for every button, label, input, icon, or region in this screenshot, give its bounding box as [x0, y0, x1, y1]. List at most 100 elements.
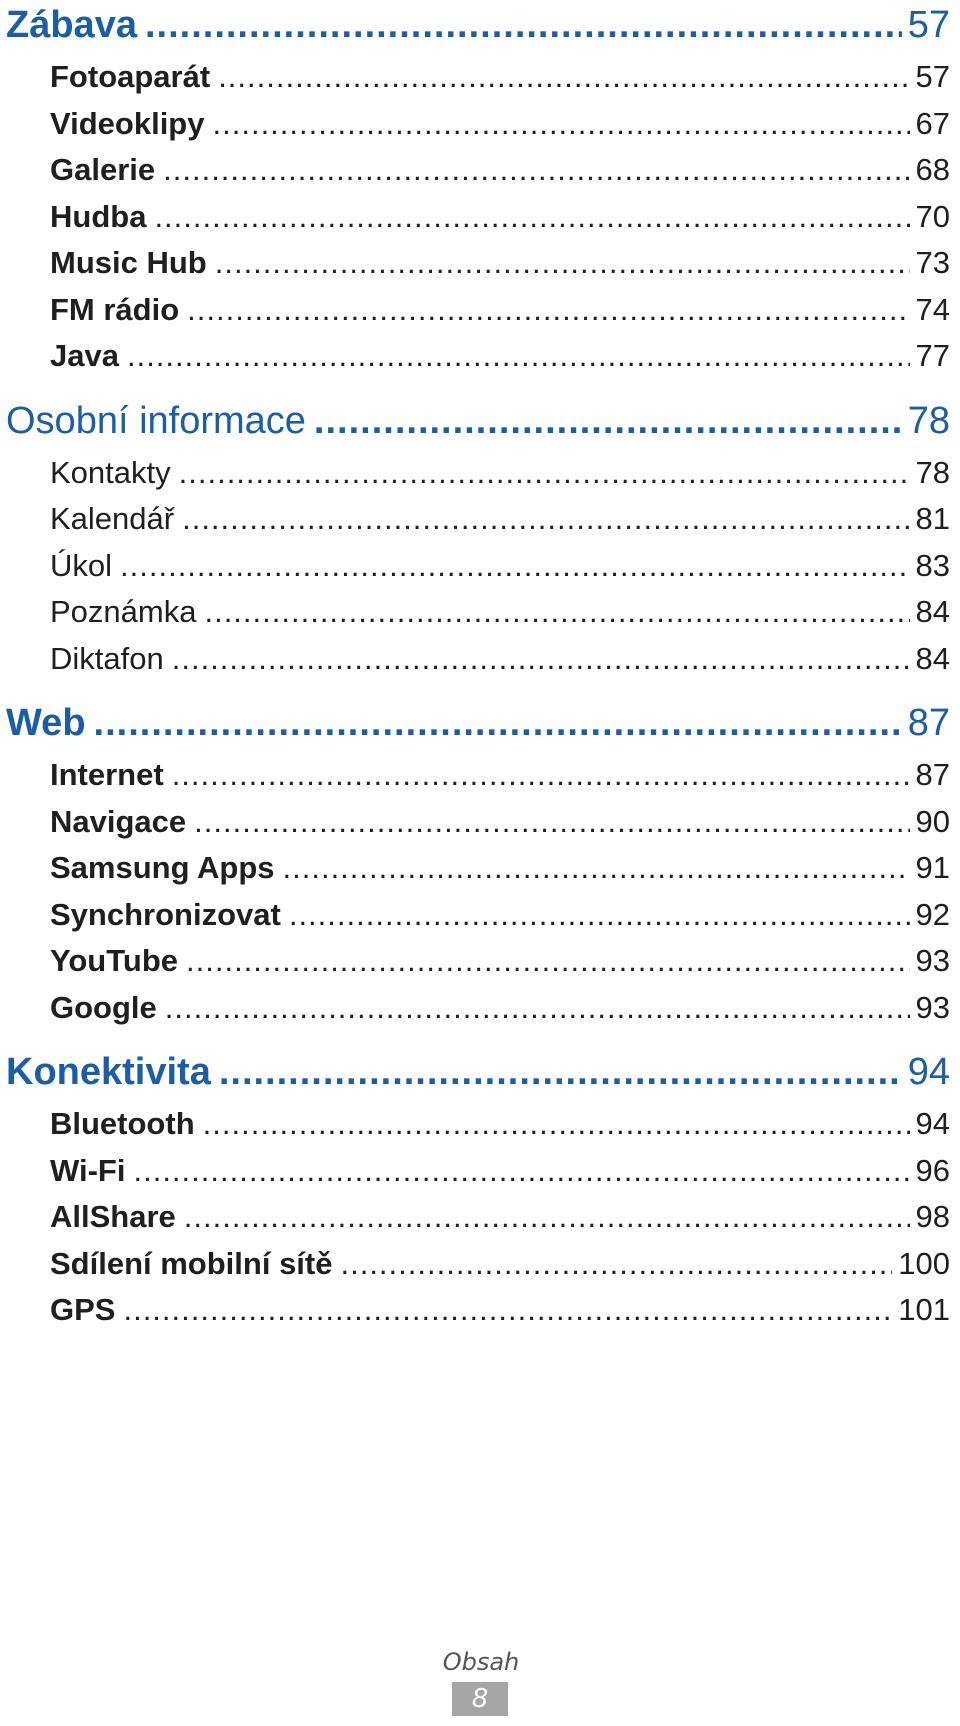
toc-section-heading[interactable]: Konektivita 94: [0, 1047, 960, 1097]
dot-leader: [184, 1194, 910, 1241]
entry-page-number: 96: [915, 1152, 950, 1188]
dot-leader: [172, 752, 910, 799]
dot-leader: [154, 194, 909, 241]
dot-leader: [182, 496, 909, 543]
toc-entry[interactable]: Úkol 83: [0, 543, 960, 590]
table-of-contents: Zábava 57 Fotoaparát 57 Videoklipy 67 Ga…: [0, 0, 960, 1334]
entry-title: Bluetooth: [50, 1106, 195, 1141]
entry-page-number: 77: [915, 338, 950, 373]
toc-entry[interactable]: Kontakty 78: [0, 450, 960, 497]
dot-leader: [127, 333, 910, 380]
entry-page-number: 57: [915, 59, 950, 94]
toc-entry[interactable]: Bluetooth 94: [0, 1101, 960, 1148]
dot-leader: [145, 0, 902, 50]
entry-page-number: 78: [915, 454, 950, 490]
entry-title: Sdílení mobilní sítě: [50, 1245, 333, 1281]
dot-leader: [133, 1148, 909, 1195]
entry-page-number: 83: [915, 547, 950, 583]
entry-title: Úkol: [50, 547, 113, 583]
page-footer: Obsah 8: [0, 1648, 960, 1716]
toc-section: Web 87 Internet 87 Navigace 90 Samsung A…: [0, 698, 960, 1031]
entry-page-number: 93: [915, 989, 950, 1025]
dot-leader: [163, 147, 909, 194]
entry-page-number: 101: [898, 1292, 950, 1327]
footer-page-number: 8: [452, 1682, 508, 1716]
dot-leader: [187, 287, 909, 334]
toc-entry[interactable]: Poznámka 84: [0, 589, 960, 636]
toc-section: Osobní informace 78 Kontakty 78 Kalendář…: [0, 396, 960, 683]
dot-leader: [213, 101, 910, 148]
toc-entry[interactable]: Galerie 68: [0, 147, 960, 194]
entry-title: Google: [50, 989, 157, 1025]
section-page-number: 94: [907, 1051, 950, 1093]
toc-entry[interactable]: Google 93: [0, 985, 960, 1032]
entry-title: Fotoaparát: [50, 59, 211, 94]
entry-page-number: 73: [915, 245, 950, 280]
toc-section: Zábava 57 Fotoaparát 57 Videoklipy 67 Ga…: [0, 0, 960, 380]
entry-title: Navigace: [50, 803, 187, 839]
dot-leader: [314, 396, 902, 446]
dot-leader: [186, 938, 910, 985]
section-page-number: 78: [907, 399, 950, 442]
toc-section-heading[interactable]: Web 87: [0, 698, 960, 748]
entry-title: Galerie: [50, 152, 156, 187]
toc-entry[interactable]: Sdílení mobilní sítě 100: [0, 1241, 960, 1288]
toc-entry[interactable]: FM rádio 74: [0, 287, 960, 334]
entry-title: Internet: [50, 757, 164, 792]
entry-title: Diktafon: [50, 640, 164, 676]
entry-page-number: 84: [915, 594, 950, 629]
toc-entry[interactable]: Music Hub 73: [0, 240, 960, 287]
entry-page-number: 81: [915, 501, 950, 536]
toc-entry[interactable]: Navigace 90: [0, 799, 960, 846]
entry-title: GPS: [50, 1292, 116, 1327]
dot-leader: [203, 1101, 910, 1148]
section-title: Konektivita: [6, 1051, 211, 1093]
entry-title: YouTube: [50, 943, 178, 978]
toc-entry[interactable]: Videoklipy 67: [0, 101, 960, 148]
entry-page-number: 98: [915, 1199, 950, 1234]
entry-page-number: 90: [915, 803, 950, 839]
entry-title: Samsung Apps: [50, 850, 275, 885]
dot-leader: [204, 589, 909, 636]
entry-page-number: 87: [915, 757, 950, 792]
entry-page-number: 67: [915, 105, 950, 141]
entry-title: Java: [50, 338, 119, 373]
section-page-number: 87: [907, 702, 950, 744]
dot-leader: [179, 450, 910, 497]
dot-leader: [172, 636, 910, 683]
entry-page-number: 100: [898, 1245, 950, 1281]
dot-leader: [215, 240, 910, 287]
section-page-number: 57: [907, 4, 950, 46]
dot-leader: [120, 543, 910, 590]
toc-entry[interactable]: Samsung Apps 91: [0, 845, 960, 892]
entry-page-number: 93: [915, 943, 950, 978]
toc-entry[interactable]: Fotoaparát 57: [0, 54, 960, 101]
entry-page-number: 91: [915, 850, 950, 885]
toc-entry[interactable]: YouTube 93: [0, 938, 960, 985]
toc-entry[interactable]: Synchronizovat 92: [0, 892, 960, 939]
entry-page-number: 74: [915, 291, 950, 327]
toc-section: Konektivita 94 Bluetooth 94 Wi-Fi 96 All…: [0, 1047, 960, 1334]
entry-page-number: 92: [915, 896, 950, 932]
dot-leader: [94, 698, 902, 748]
section-title: Zábava: [6, 4, 137, 46]
toc-entry[interactable]: Internet 87: [0, 752, 960, 799]
entry-title: Kontakty: [50, 454, 171, 490]
toc-entry[interactable]: GPS 101: [0, 1287, 960, 1334]
toc-entry[interactable]: Wi-Fi 96: [0, 1148, 960, 1195]
toc-entry[interactable]: Hudba 70: [0, 194, 960, 241]
dot-leader: [283, 845, 910, 892]
entry-page-number: 84: [915, 640, 950, 676]
entry-title: Poznámka: [50, 594, 197, 629]
toc-section-heading[interactable]: Zábava 57: [0, 0, 960, 50]
toc-entry[interactable]: Kalendář 81: [0, 496, 960, 543]
dot-leader: [194, 799, 909, 846]
toc-entry[interactable]: Java 77: [0, 333, 960, 380]
footer-section-label: Obsah: [442, 1648, 520, 1676]
toc-section-heading[interactable]: Osobní informace 78: [0, 396, 960, 446]
entry-page-number: 68: [915, 152, 950, 187]
toc-entry[interactable]: Diktafon 84: [0, 636, 960, 683]
toc-entry[interactable]: AllShare 98: [0, 1194, 960, 1241]
section-title: Osobní informace: [6, 399, 306, 442]
entry-title: Music Hub: [50, 245, 207, 280]
